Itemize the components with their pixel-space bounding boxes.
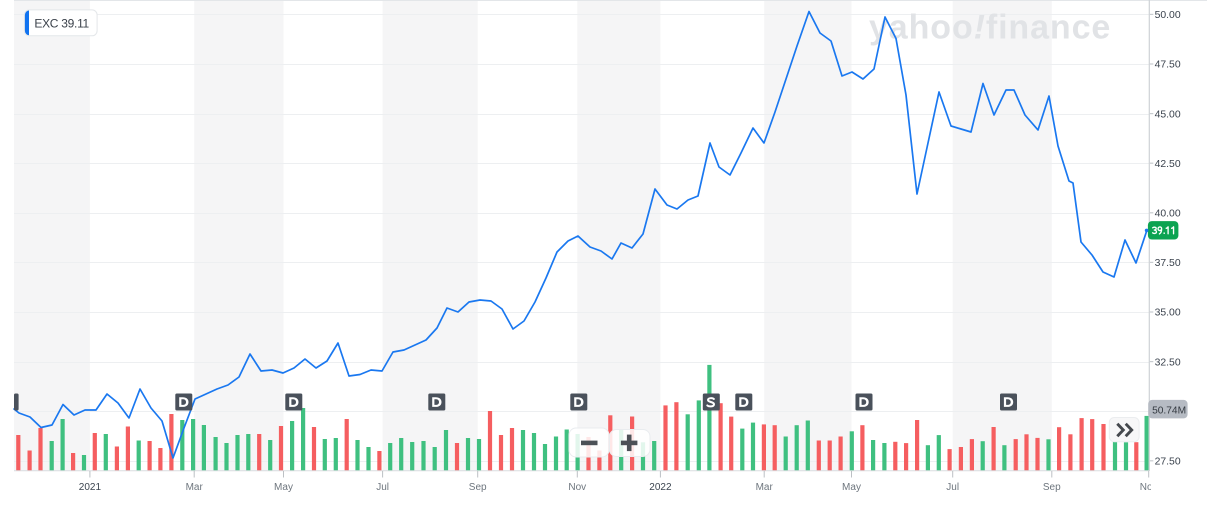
svg-text:35.00: 35.00: [1155, 308, 1181, 319]
svg-text:27.50: 27.50: [1155, 457, 1181, 468]
svg-text:42.50: 42.50: [1155, 159, 1181, 170]
svg-text:40.00: 40.00: [1155, 209, 1181, 220]
svg-text:45.00: 45.00: [1155, 109, 1181, 120]
svg-text:May: May: [842, 482, 861, 493]
svg-text:Mar: Mar: [756, 482, 774, 493]
svg-text:32.50: 32.50: [1155, 357, 1181, 368]
svg-text:39.11: 39.11: [61, 17, 89, 31]
svg-text:May: May: [274, 482, 293, 493]
svg-text:yahoo!finance: yahoo!finance: [869, 9, 1111, 47]
svg-text:Nov: Nov: [1140, 482, 1158, 493]
svg-text:Mar: Mar: [186, 482, 204, 493]
svg-text:2022: 2022: [649, 482, 672, 493]
svg-text:Jul: Jul: [376, 482, 389, 493]
svg-text:37.50: 37.50: [1155, 258, 1181, 269]
svg-text:Nov: Nov: [568, 482, 586, 493]
svg-text:47.50: 47.50: [1155, 60, 1181, 71]
svg-text:Sep: Sep: [1043, 482, 1061, 493]
svg-text:50.74M: 50.74M: [1152, 405, 1186, 416]
svg-text:50.00: 50.00: [1155, 10, 1181, 21]
svg-text:Jul: Jul: [946, 482, 959, 493]
svg-text:EXC: EXC: [34, 17, 58, 31]
svg-text:2021: 2021: [79, 482, 102, 493]
svg-text:Sep: Sep: [469, 482, 487, 493]
